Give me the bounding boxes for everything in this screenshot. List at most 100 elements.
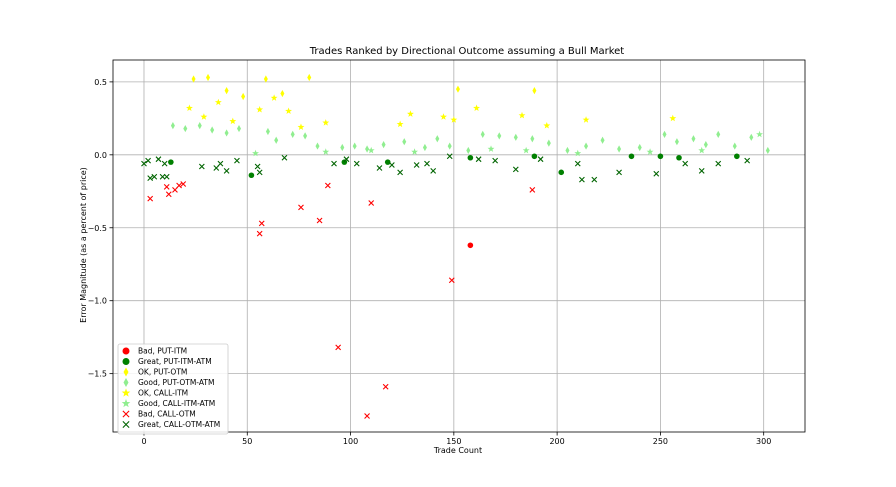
y-tick-label: −0.5 <box>88 224 107 233</box>
data-points <box>141 73 770 419</box>
data-point <box>430 167 437 174</box>
data-point <box>382 383 389 390</box>
data-point <box>303 132 308 140</box>
data-point <box>256 106 264 113</box>
data-point <box>145 157 152 164</box>
data-point <box>256 169 263 176</box>
data-point <box>558 169 565 176</box>
data-point <box>579 176 585 183</box>
legend-marker <box>122 420 130 429</box>
data-point <box>475 156 482 163</box>
y-tick-label: 0.5 <box>94 78 107 87</box>
data-point <box>316 217 323 224</box>
data-point <box>298 204 304 211</box>
data-point <box>466 146 471 155</box>
legend-entry: Great, CALL-OTM-ATM <box>138 420 220 429</box>
data-point <box>223 167 230 174</box>
data-point <box>352 142 357 150</box>
data-point <box>172 186 178 193</box>
legend-marker <box>122 358 130 365</box>
legend-entry: OK, CALL-ITM <box>138 389 188 398</box>
data-point <box>698 167 705 174</box>
data-point <box>241 92 246 101</box>
data-point <box>315 142 320 150</box>
data-point <box>234 157 240 164</box>
data-point <box>446 153 453 160</box>
data-point <box>518 111 526 119</box>
y-tick-label: −1.0 <box>88 297 107 306</box>
data-point <box>402 138 407 146</box>
data-point <box>368 200 375 206</box>
chart-title: Trades Ranked by Directional Outcome ass… <box>309 46 625 57</box>
data-point <box>450 116 458 123</box>
data-point <box>170 122 175 130</box>
data-point <box>657 153 664 160</box>
data-point <box>183 124 188 133</box>
data-point <box>254 163 261 170</box>
data-point <box>529 186 536 193</box>
data-point <box>698 146 706 154</box>
data-point <box>756 130 763 138</box>
data-point <box>715 160 722 167</box>
data-point <box>165 191 172 198</box>
legend-marker <box>122 347 130 355</box>
data-point <box>365 145 370 153</box>
legend-entry: Bad, CALL-OTM <box>138 410 196 419</box>
data-point <box>252 149 259 157</box>
data-point <box>364 413 370 419</box>
data-point <box>513 133 518 141</box>
data-point <box>343 156 350 163</box>
data-point <box>413 162 420 168</box>
data-point <box>376 165 383 171</box>
data-point <box>180 181 187 187</box>
data-point <box>522 146 530 154</box>
data-point <box>512 166 519 173</box>
data-point <box>147 195 154 202</box>
data-point <box>290 130 295 138</box>
data-point <box>617 145 622 153</box>
data-point <box>229 117 237 125</box>
legend-marker <box>122 410 130 418</box>
data-point <box>682 160 689 167</box>
data-point <box>200 113 208 120</box>
x-tick-label: 150 <box>446 437 461 446</box>
data-point <box>616 169 622 176</box>
data-point <box>411 148 419 155</box>
data-point <box>206 73 211 82</box>
x-tick-label: 250 <box>653 437 668 446</box>
plot-area-frame <box>112 59 806 433</box>
data-point <box>280 89 285 98</box>
data-point <box>424 160 430 167</box>
data-point <box>147 175 154 182</box>
data-point <box>448 277 455 284</box>
data-point <box>543 122 551 129</box>
data-point <box>224 129 229 137</box>
data-point <box>440 113 447 120</box>
data-point <box>653 170 660 177</box>
legend-entry: Good, PUT-OTM-ATM <box>138 378 214 387</box>
data-point <box>691 135 696 143</box>
data-point <box>161 160 168 167</box>
data-point <box>186 104 193 112</box>
data-point <box>582 116 590 123</box>
data-point <box>270 94 278 101</box>
data-point <box>388 162 395 168</box>
series-6 <box>147 181 536 419</box>
x-tick-label: 0 <box>141 437 146 446</box>
series-3 <box>170 122 770 155</box>
data-point <box>734 153 740 160</box>
legend-marker <box>123 367 129 377</box>
series-2 <box>191 73 537 101</box>
data-point <box>584 142 589 150</box>
data-point <box>574 149 582 157</box>
data-point <box>600 136 605 144</box>
data-point <box>662 130 667 138</box>
x-tick-label: 100 <box>343 437 358 446</box>
data-point <box>191 75 196 83</box>
data-point <box>335 344 342 351</box>
legend-marker <box>121 399 131 408</box>
data-point <box>646 148 654 155</box>
data-point <box>732 142 737 150</box>
data-point <box>467 242 474 249</box>
data-point <box>217 160 224 167</box>
